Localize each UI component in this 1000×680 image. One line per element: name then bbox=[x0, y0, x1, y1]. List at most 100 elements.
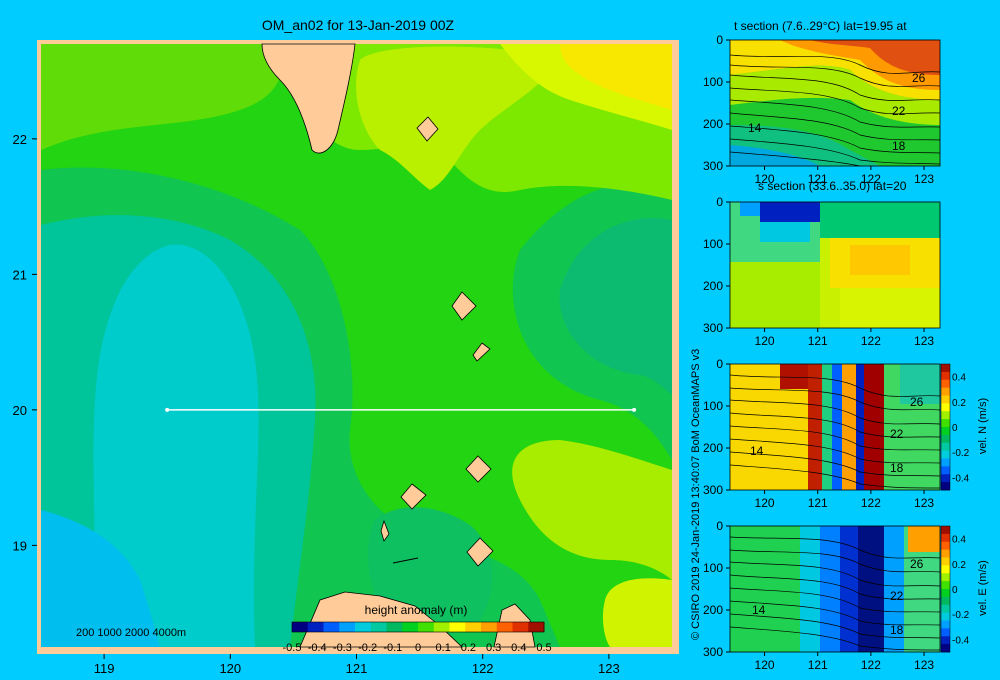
t-contour-label: 14 bbox=[748, 121, 762, 135]
map-x-tick-label: 120 bbox=[219, 661, 241, 676]
panel-y-tick-label: 200 bbox=[703, 117, 723, 131]
vel-colorbar-swatch bbox=[941, 387, 950, 396]
s-section-panel bbox=[730, 202, 940, 328]
vn-stripe bbox=[856, 364, 864, 490]
depth-legend: 200 1000 2000 4000m bbox=[76, 627, 186, 639]
panel-y-tick-label: 200 bbox=[703, 441, 723, 455]
vel-colorbar-swatch bbox=[941, 541, 950, 551]
s-section-title: s section (33.6..35.0) lat=20 bbox=[758, 179, 907, 193]
panel-x-tick-label: 122 bbox=[861, 496, 881, 510]
vel-colorbar-swatch bbox=[941, 628, 950, 637]
t-contour-label: 18 bbox=[892, 139, 906, 153]
colorbar-title: height anomaly (m) bbox=[365, 603, 468, 617]
colorbar-swatch bbox=[355, 622, 372, 632]
vn-stripe bbox=[864, 364, 884, 490]
vel-colorbar-swatch bbox=[941, 364, 950, 373]
colorbar-border bbox=[291, 621, 545, 633]
colorbar-swatch bbox=[512, 622, 529, 632]
land-taiwan bbox=[261, 43, 356, 154]
panel-x-tick-label: 123 bbox=[914, 334, 934, 348]
colorbar-swatch bbox=[481, 622, 498, 632]
t-band-hot bbox=[810, 40, 940, 75]
s-block bbox=[740, 202, 760, 216]
main-map-title: OM_an02 for 13-Jan-2019 00Z bbox=[262, 17, 455, 33]
panel-y-tick-label: 100 bbox=[703, 75, 723, 89]
land-island-babuyan bbox=[472, 342, 491, 362]
map-y-axis: 22 21 20 19 bbox=[13, 132, 37, 553]
panel-y-tick-label: 300 bbox=[703, 321, 723, 335]
panel-x-tick-label: 122 bbox=[861, 658, 881, 672]
vel-colorbar-swatch bbox=[941, 604, 950, 614]
colorbar-swatch bbox=[386, 622, 403, 632]
vel-colorbar-tick-label: 0 bbox=[952, 423, 958, 434]
vel-colorbar-swatch bbox=[941, 589, 950, 598]
colorbar-swatch bbox=[339, 622, 356, 632]
colorbar-swatch bbox=[307, 622, 324, 632]
vel-colorbar-swatch bbox=[941, 442, 950, 452]
ve-contour-label: 22 bbox=[890, 589, 904, 603]
panel-x-tick-label: 120 bbox=[755, 172, 775, 186]
section-end-point bbox=[632, 407, 637, 412]
ve-contour bbox=[729, 536, 941, 559]
map-x-tick-label: 122 bbox=[472, 661, 494, 676]
panel-y-tick-label: 0 bbox=[716, 195, 723, 209]
t-contour bbox=[729, 64, 941, 87]
colorbar-tick-label: -0.4 bbox=[308, 642, 327, 654]
vel-n-colorbar-label: vel. N (m/s) bbox=[977, 398, 989, 454]
ve-contour-label: 26 bbox=[910, 557, 924, 571]
ve-stripe bbox=[858, 526, 884, 652]
vel-colorbar-tick-label: -0.4 bbox=[952, 635, 970, 646]
panel-x-tick-label: 121 bbox=[808, 334, 828, 348]
panel-x-tick-label: 123 bbox=[914, 496, 934, 510]
colorbar-tick-label: 0.5 bbox=[536, 642, 551, 654]
t-contour bbox=[729, 74, 941, 101]
ve-contour bbox=[729, 574, 941, 600]
vel-colorbar-swatch bbox=[941, 379, 950, 389]
colorbar-swatch bbox=[418, 622, 435, 632]
panel-y-tick-label: 200 bbox=[703, 279, 723, 293]
vel-n-panel: 26 22 14 18 bbox=[729, 364, 941, 490]
vel-n-contours bbox=[729, 374, 941, 489]
vel-colorbar-swatch bbox=[941, 371, 950, 381]
vn-contour bbox=[729, 399, 941, 425]
t-section-panel: 26 22 14 18 bbox=[729, 40, 941, 167]
ve-contour bbox=[729, 613, 941, 639]
land-island-batan bbox=[451, 291, 477, 321]
panel-frame bbox=[729, 39, 941, 167]
t-contour bbox=[729, 138, 941, 165]
vel-colorbar-tick-label: -0.2 bbox=[952, 448, 970, 459]
colorbar-swatch bbox=[402, 622, 419, 632]
vel-colorbar-swatch bbox=[941, 636, 950, 645]
vel-colorbar-swatch bbox=[941, 427, 950, 436]
vel-colorbar-swatch bbox=[941, 474, 950, 483]
vel-colorbar-border bbox=[940, 525, 951, 653]
vel-e-colorbar-label: vel. E (m/s) bbox=[977, 560, 989, 616]
t-contour-label: 26 bbox=[912, 71, 926, 85]
panel-y-tick-label: 200 bbox=[703, 603, 723, 617]
colorbar-swatch bbox=[370, 622, 387, 632]
panel-y-tick-label: 0 bbox=[716, 519, 723, 533]
vel-colorbar-tick-label: 0.4 bbox=[952, 373, 966, 384]
colorbar-tick-label: 0.4 bbox=[511, 642, 526, 654]
anomaly-contour-neg-0.1 bbox=[90, 244, 259, 647]
vel-colorbar-swatch bbox=[941, 411, 950, 420]
colorbar-swatch bbox=[449, 622, 466, 632]
ve-contour bbox=[729, 549, 941, 573]
t-contour bbox=[729, 99, 941, 128]
anomaly-contour-pos-se2 bbox=[602, 578, 672, 647]
vel-colorbar-swatch bbox=[941, 450, 950, 459]
coast-fragment bbox=[392, 557, 419, 564]
vel-colorbar-swatch bbox=[941, 466, 950, 475]
colorbar-tick-label: -0.1 bbox=[383, 642, 402, 654]
ve-contour-label: 18 bbox=[890, 623, 904, 637]
colorbar-swatch bbox=[433, 622, 450, 632]
vn-contour bbox=[729, 387, 941, 411]
colorbar-swatch bbox=[292, 622, 309, 632]
vel-e-panel: 26 22 14 18 bbox=[729, 526, 941, 652]
colorbar-swatch bbox=[323, 622, 340, 632]
map-x-tick-label: 119 bbox=[94, 661, 115, 676]
colorbar-tick-label: 0.2 bbox=[461, 642, 476, 654]
t-section-title: t section (7.6..29°C) lat=19.95 at bbox=[734, 19, 907, 33]
vel-colorbar-swatch bbox=[941, 533, 950, 543]
s-block bbox=[840, 288, 940, 328]
